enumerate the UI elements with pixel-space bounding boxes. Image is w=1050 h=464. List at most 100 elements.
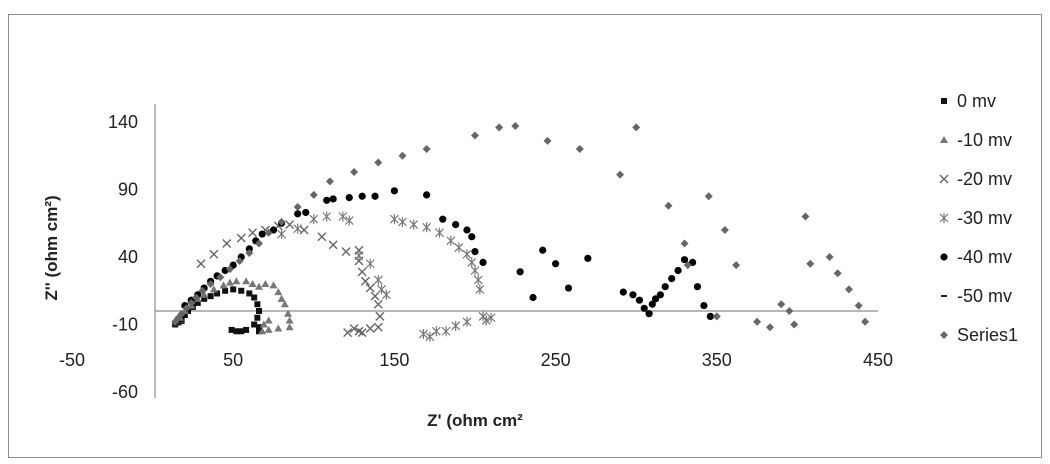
data-point — [704, 192, 713, 201]
data-point — [242, 277, 251, 285]
data-point — [248, 228, 258, 238]
legend-label: -40 mv — [957, 247, 1012, 267]
data-point — [261, 280, 270, 287]
x-tick-label: 150 — [379, 350, 409, 370]
data-point — [454, 242, 464, 253]
data-point — [349, 324, 359, 334]
data-point — [254, 301, 261, 308]
data-point — [389, 214, 399, 225]
data-point — [280, 300, 289, 308]
data-point — [511, 122, 520, 131]
data-point — [309, 214, 319, 225]
legend-marker — [940, 253, 948, 261]
data-point — [806, 259, 815, 268]
data-point — [185, 308, 192, 314]
y-tick-label: 90 — [118, 180, 138, 200]
series-1 — [176, 277, 294, 335]
data-point — [785, 307, 794, 315]
y-tick-label: -10 — [112, 315, 138, 335]
data-point — [471, 131, 479, 140]
data-point — [285, 220, 295, 230]
data-point — [422, 145, 431, 153]
data-point — [632, 123, 641, 132]
data-point — [700, 302, 708, 310]
x-tick-label: 50 — [223, 350, 243, 370]
data-point — [323, 196, 331, 204]
data-point — [350, 167, 359, 176]
data-point — [219, 281, 228, 289]
data-point — [196, 259, 206, 269]
legend-marker — [940, 331, 948, 339]
data-point — [274, 324, 283, 332]
data-point — [293, 223, 303, 234]
data-point — [200, 290, 209, 298]
data-point — [575, 145, 584, 153]
data-point — [238, 328, 245, 335]
data-point — [635, 296, 644, 304]
data-point — [192, 293, 201, 302]
data-point — [481, 315, 491, 326]
data-point — [255, 308, 262, 314]
data-point — [381, 289, 391, 300]
data-point — [629, 291, 637, 299]
legend-marker — [941, 98, 947, 104]
data-point — [543, 136, 552, 145]
data-point — [309, 190, 318, 199]
data-point — [486, 312, 496, 323]
data-point — [365, 258, 375, 269]
data-point — [720, 226, 729, 234]
data-point — [225, 278, 234, 286]
data-point — [616, 170, 625, 179]
data-point — [246, 290, 253, 297]
data-point — [680, 256, 689, 264]
data-point — [365, 324, 375, 334]
data-point — [375, 311, 385, 321]
data-point — [294, 210, 302, 218]
data-point — [259, 320, 268, 328]
data-point — [243, 326, 250, 333]
legend-label: -50 mv — [957, 286, 1012, 306]
data-point — [645, 310, 653, 318]
data-point — [844, 285, 853, 294]
data-point — [539, 246, 547, 254]
data-point — [423, 191, 431, 199]
data-point — [656, 291, 664, 299]
data-point — [495, 123, 504, 132]
data-point — [664, 201, 673, 210]
data-point — [452, 221, 460, 229]
legend-marker — [939, 213, 949, 223]
data-point — [439, 215, 447, 223]
data-point — [251, 294, 258, 301]
data-point — [463, 226, 471, 234]
data-point — [683, 261, 692, 270]
legend-marker — [940, 136, 948, 143]
data-point — [248, 280, 257, 287]
data-point — [651, 295, 660, 303]
data-point — [661, 283, 669, 291]
data-point — [325, 177, 334, 186]
data-point — [365, 283, 375, 293]
legend-label: 0 mv — [957, 91, 996, 111]
data-point — [254, 239, 263, 248]
data-point — [258, 327, 267, 335]
data-point — [431, 326, 441, 337]
data-point — [181, 312, 188, 319]
x-tick-label: 250 — [541, 350, 571, 370]
data-point — [371, 192, 379, 200]
data-point — [269, 281, 278, 289]
data-point — [338, 211, 348, 222]
x-tick-label: -50 — [59, 350, 85, 370]
series-5 — [172, 322, 185, 327]
legend-label: -30 mv — [957, 208, 1012, 228]
data-point — [245, 245, 253, 253]
data-point — [422, 222, 432, 233]
y-tick-label: 40 — [118, 247, 138, 267]
data-point — [462, 316, 472, 327]
x-tick-label: 350 — [702, 350, 732, 370]
data-point — [341, 247, 351, 257]
data-point — [238, 287, 245, 294]
data-point — [854, 301, 863, 310]
data-point — [833, 269, 842, 278]
data-point — [322, 211, 332, 222]
